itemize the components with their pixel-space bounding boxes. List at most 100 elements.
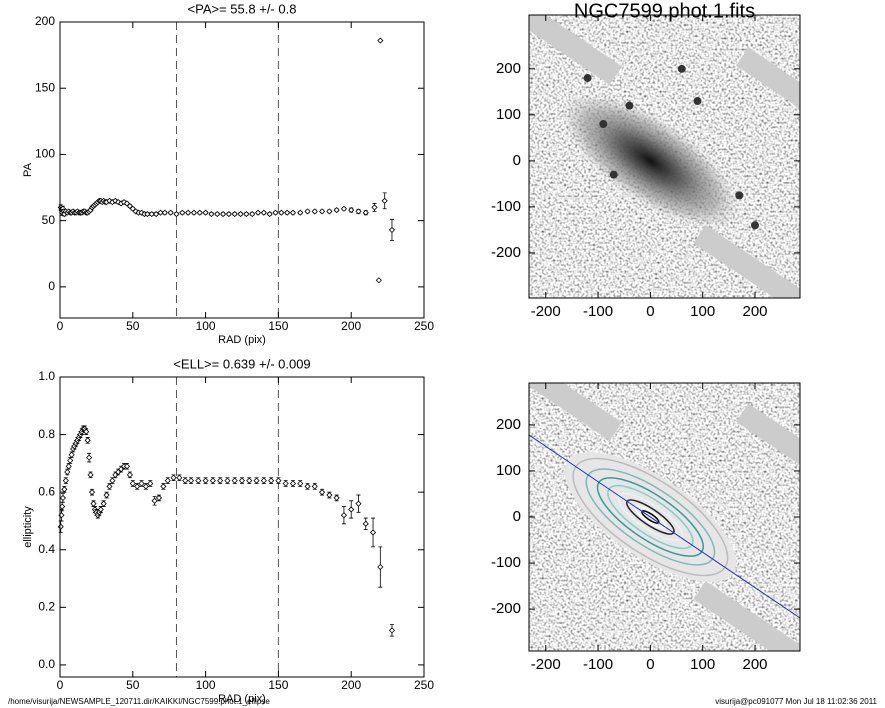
x-tick-label: 0 [57,678,64,692]
data-point [266,210,273,218]
data-point [123,463,131,470]
x-tick-label: 50 [126,678,140,692]
chart-title: <PA>= 55.8 +/- 0.8 [188,1,297,16]
image [529,383,800,651]
mask-strip [529,15,623,85]
data-point [225,210,232,218]
x-tick-label: 150 [268,678,288,692]
data-point [173,210,180,218]
data-point [59,503,66,510]
data-point [249,210,256,218]
data-point [381,197,388,204]
star [599,120,608,129]
x-tick-label: 100 [196,678,216,692]
footer-path: /home/visurija/NEWSAMPLE_120711.dir/KAIK… [8,697,270,706]
star [609,170,618,179]
data-point [214,210,221,218]
y-tick-label: 0 [513,508,521,525]
plot-bg [60,22,424,318]
data-point [144,210,151,218]
data-point [129,480,136,487]
data-point [65,463,72,470]
data-point [311,483,318,490]
data-point [289,480,297,487]
y-tick-label: 50 [42,213,56,227]
x-axis-label: RAD (pix) [218,693,266,705]
data-point [155,494,163,501]
data-point [375,277,382,284]
data-point [340,205,347,212]
data-point [246,477,253,484]
y-tick-label: 0.6 [38,484,55,498]
data-point [97,506,104,513]
chart-title: <ELL>= 0.639 +/- 0.009 [173,356,310,371]
data-point [208,210,215,218]
star [677,64,686,73]
data-point [196,209,203,216]
data-point [304,483,311,490]
data-point [284,209,291,216]
data-point [231,477,238,484]
y-tick-label: -200 [491,244,521,261]
data-point [57,523,64,530]
data-point [83,428,90,435]
data-point [167,209,174,216]
axes: 0 50 100 150 200 250 0.0 0.2 0.4 0.6 0.8 1.0 [38,369,434,692]
data-point [319,489,326,496]
data-point [179,209,186,216]
data-point [103,491,110,499]
data-point [369,529,377,536]
data-point [326,491,333,499]
data-point [185,209,192,216]
x-tick-label: 0 [646,656,654,673]
star [693,97,702,106]
data-point [388,627,396,634]
y-tick-label: 1.0 [38,369,55,383]
data-point [209,477,216,484]
x-tick-label: 0 [646,303,654,320]
data-point [62,477,69,484]
plot-bg [60,377,424,677]
data-point [304,208,311,215]
data-point [151,497,158,504]
data-point [333,206,340,214]
data-point [138,480,145,487]
y-tick-label: 100 [35,147,55,161]
x-axis-label: RAD (pix) [218,334,266,346]
data-point [170,474,177,481]
data-point [187,477,195,484]
pa-line [529,434,800,619]
y-tick-label: -100 [491,554,521,571]
data-point [134,483,141,490]
y-tick-label: 200 [496,60,521,77]
y-tick-label: 100 [496,462,521,479]
x-tick-label: 50 [126,319,140,333]
data-point [112,471,119,478]
data-point [289,209,297,216]
data-point [297,209,304,216]
y-tick-label: 0.0 [38,657,55,671]
data-point [86,454,93,461]
data-point [147,480,154,487]
star [751,221,760,230]
mask-strip [736,403,800,467]
axes: -200 -100 0 100 200 -200 -100 0 100 200 [491,382,801,673]
data-point [326,208,333,215]
data-point [195,477,202,484]
data-point [153,210,160,218]
data-point [87,471,94,478]
x-tick-label: -100 [583,656,613,673]
footer-stamp: visurija@pc091077 Mon Jul 18 11:02:36 20… [715,697,877,706]
data-point [220,210,227,218]
data-point [355,500,362,507]
data-point [348,506,355,513]
data-point [311,208,318,215]
x-tick-label: -100 [583,303,613,320]
axes-frame [528,382,801,652]
y-tick-label: 0 [513,152,521,169]
data-point [161,209,168,216]
axes: 0 50 100 150 200 250 0 50 100 150 200 [35,14,434,333]
x-tick-label: 200 [341,678,361,692]
data-point [224,477,231,484]
